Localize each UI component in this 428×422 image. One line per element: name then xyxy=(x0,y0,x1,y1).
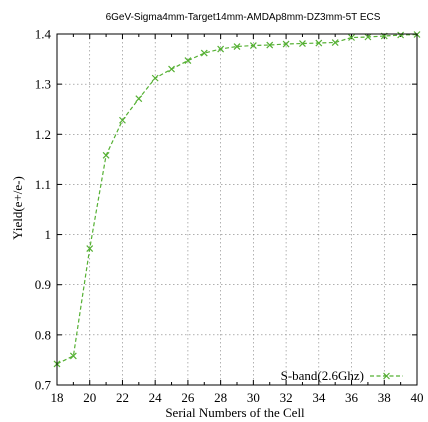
data-point xyxy=(397,31,405,39)
data-point xyxy=(86,245,94,253)
x-tick-label: 20 xyxy=(83,390,96,405)
x-tick-label: 34 xyxy=(312,390,326,405)
x-tick-label: 30 xyxy=(247,390,260,405)
data-point xyxy=(151,74,159,82)
data-point xyxy=(102,151,110,159)
data-point xyxy=(266,41,274,49)
y-tick-label: 1.2 xyxy=(35,127,51,142)
x-tick-label: 40 xyxy=(411,390,424,405)
x-axis-label: Serial Numbers of the Cell xyxy=(165,405,305,420)
x-tick-label: 32 xyxy=(280,390,293,405)
x-tick-label: 38 xyxy=(378,390,391,405)
y-tick-label: 1.1 xyxy=(35,177,51,192)
y-tick-label: 0.9 xyxy=(35,277,51,292)
data-point xyxy=(217,45,225,53)
y-tick-label: 0.7 xyxy=(35,378,52,393)
x-tick-label: 18 xyxy=(51,390,64,405)
data-point xyxy=(200,49,208,57)
y-axis-label: Yield(e+/e-) xyxy=(10,176,25,240)
chart-title: 6GeV-Sigma4mm-Target14mm-AMDAp8mm-DZ3mm-… xyxy=(106,12,381,23)
data-point xyxy=(315,39,323,47)
legend-label: S-band(2.6Ghz) xyxy=(281,368,364,383)
axis-ticks xyxy=(56,33,418,386)
series-line xyxy=(56,33,418,365)
data-point xyxy=(69,352,77,360)
data-point xyxy=(282,40,290,48)
data-point xyxy=(119,116,126,124)
x-tick-label: 22 xyxy=(116,390,129,405)
data-point xyxy=(168,65,175,73)
legend-marker xyxy=(383,372,390,380)
y-tick-label: 1.3 xyxy=(35,77,51,92)
y-tick-label: 0.8 xyxy=(35,327,51,342)
x-tick-label: 26 xyxy=(181,390,195,405)
series-layer xyxy=(53,31,421,368)
data-point xyxy=(135,95,143,103)
data-point xyxy=(249,42,257,49)
plot-frame xyxy=(56,33,418,386)
data-point xyxy=(184,57,192,64)
data-point xyxy=(331,39,339,46)
grid-lines xyxy=(57,34,417,385)
y-tick-label: 1.4 xyxy=(35,27,52,42)
data-point xyxy=(299,40,306,47)
data-point xyxy=(233,43,241,50)
y-tick-label: 1 xyxy=(45,227,52,242)
data-point xyxy=(364,33,372,41)
x-tick-label: 24 xyxy=(149,390,163,405)
x-tick-label: 28 xyxy=(214,390,227,405)
axis-tick-labels: 18 20 22 24 26 28 30 32 34 36 38 40 0.7 0.8 0.9 1 1.1 1.2… xyxy=(35,27,424,406)
legend: S-band(2.6Ghz) xyxy=(281,368,403,383)
x-tick-label: 36 xyxy=(345,390,359,405)
data-point xyxy=(348,34,355,41)
